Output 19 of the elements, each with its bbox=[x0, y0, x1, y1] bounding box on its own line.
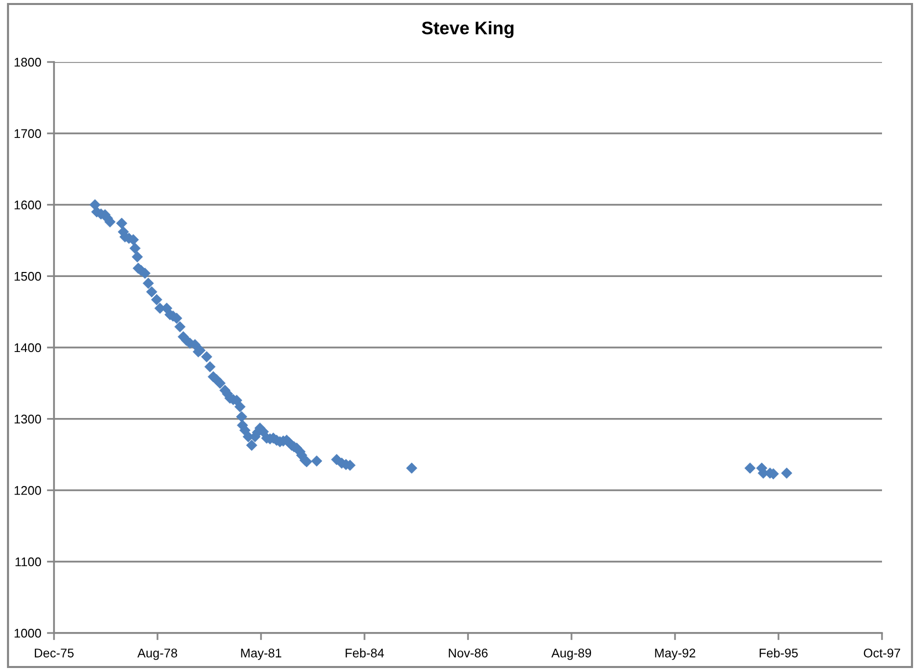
x-tick-label: Dec-75 bbox=[34, 648, 74, 658]
y-tick-label: 1000 bbox=[14, 628, 42, 638]
x-tick-label: Aug-89 bbox=[551, 648, 592, 660]
chart-title: Steve King bbox=[422, 21, 514, 38]
x-tick-label: Aug-78 bbox=[137, 648, 178, 660]
x-tick-label: Feb-84 bbox=[346, 648, 384, 658]
x-tick-label: Feb-95 bbox=[760, 648, 798, 658]
y-tick-label: 1400 bbox=[14, 343, 42, 352]
x-tick-label: May-92 bbox=[655, 648, 696, 660]
y-tick-label: 1600 bbox=[14, 200, 42, 210]
y-tick-label: 1500 bbox=[14, 272, 42, 281]
y-tick-label: 1300 bbox=[14, 414, 42, 424]
y-tick-label: 1800 bbox=[14, 58, 42, 67]
y-tick-label: 1200 bbox=[14, 486, 42, 495]
y-tick-label: 1100 bbox=[16, 557, 42, 566]
y-tick-label: 1700 bbox=[14, 129, 42, 138]
x-tick-label: Oct-97 bbox=[864, 648, 900, 658]
x-tick-label: May-81 bbox=[241, 648, 282, 660]
x-tick-label: Nov-86 bbox=[448, 648, 488, 658]
